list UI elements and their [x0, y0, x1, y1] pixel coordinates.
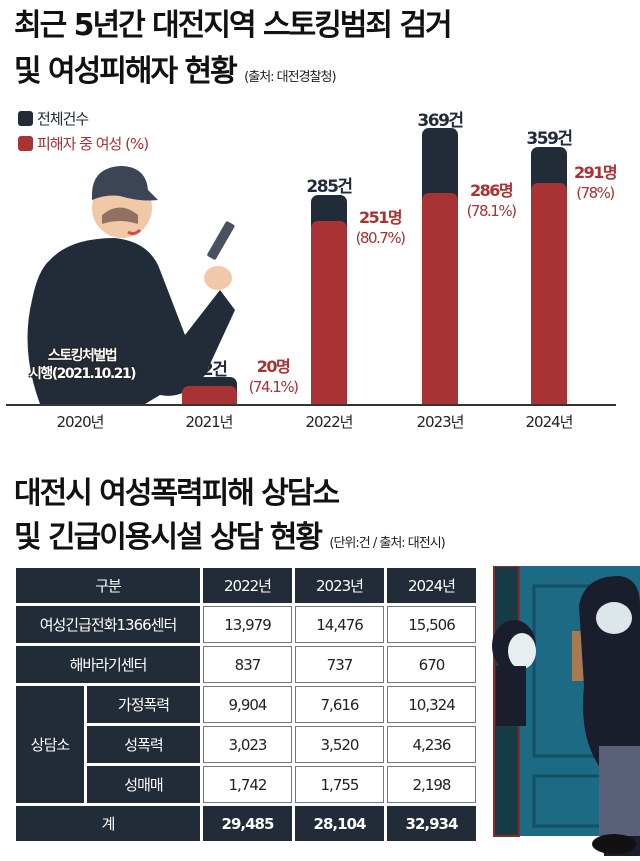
bar-2021	[182, 377, 237, 404]
chart1-legend: 전체건수 피해자 중 여성 (%)	[18, 108, 149, 154]
table-row: 해바라기센터 837 737 670	[16, 646, 476, 683]
bar-2024-women	[531, 183, 567, 404]
annotation-line1: 스토킹처벌법	[47, 348, 118, 364]
bar-2023-total-label: 369건	[417, 111, 464, 131]
bar-2023-women-pct: (78.1%)	[466, 202, 517, 220]
stalker-illustration-icon	[27, 166, 235, 404]
table-cell: 2,198	[387, 766, 476, 803]
row-label-1366: 여성긴급전화1366센터	[16, 606, 200, 643]
row-label-prostitution: 성매매	[87, 766, 200, 803]
bar-2023	[422, 128, 458, 404]
bar-2024-women-label: 291명 (78%)	[565, 163, 625, 203]
x-label-2024: 2024년	[525, 413, 574, 431]
legend-label-total: 전체건수	[37, 110, 89, 128]
law-annotation: 스토킹처벌법 시행(2021.10.21)	[12, 347, 152, 383]
legend-item-women: 피해자 중 여성 (%)	[18, 133, 149, 154]
chart1-source: (출처: 대전경찰청)	[244, 70, 336, 85]
table-row: 성매매 1,742 1,755 2,198	[16, 766, 476, 803]
legend-item-total: 전체건수	[18, 108, 148, 129]
chart2-title-text: 및 긴급이용시설 상담 현황	[14, 520, 323, 555]
annotation-line2: 시행(2021.10.21)	[28, 366, 137, 382]
table-cell: 737	[295, 646, 384, 683]
table-row: 여성긴급전화1366센터 13,979 14,476 15,506	[16, 606, 476, 643]
chart1-title-line1: 최근 5년간 대전지역 스토킹범죄 검거	[14, 8, 453, 43]
bar-2023-women	[422, 193, 458, 404]
bar-2024-women-pct: (78%)	[576, 184, 615, 202]
group-label-counseling: 상담소	[16, 686, 84, 803]
header-category: 구분	[16, 568, 200, 603]
chart2-title-line1: 대전시 여성폭력피해 상담소	[14, 476, 340, 511]
bar-2024	[531, 147, 567, 404]
total-cell: 29,485	[203, 806, 292, 841]
bar-2022	[311, 195, 347, 404]
legend-label-women: 피해자 중 여성 (%)	[37, 135, 149, 153]
bar-2021-women	[182, 386, 237, 404]
table-cell: 1,742	[203, 766, 292, 803]
row-label-total: 계	[16, 806, 200, 841]
counseling-table: 구분 2022년 2023년 2024년 여성긴급전화1366센터 13,979…	[13, 565, 479, 844]
total-cell: 28,104	[295, 806, 384, 841]
bar-2021-women-label: 20명 (74.1%)	[238, 357, 308, 397]
table-cell: 670	[387, 646, 476, 683]
chart1-title-line2: 및 여성피해자 현황 (출처: 대전경찰청)	[14, 52, 337, 98]
table-cell: 10,324	[387, 686, 476, 723]
bar-2022-women-count: 251명	[358, 208, 403, 227]
total-cell: 32,934	[387, 806, 476, 841]
x-label-2023: 2023년	[416, 413, 465, 431]
bar-2021-total-label: 22건	[191, 360, 228, 380]
bar-2024-total-label: 359건	[526, 129, 573, 149]
x-label-2022: 2022년	[305, 413, 354, 431]
table-row: 상담소 가정폭력 9,904 7,616 10,324	[16, 686, 476, 803]
bar-2022-women-label: 251명 (80.7%)	[345, 208, 415, 248]
table-cell: 15,506	[387, 606, 476, 643]
table-cell: 14,476	[295, 606, 384, 643]
table-row: 성폭력 3,023 3,520 4,236	[16, 726, 476, 763]
chart2-title-line2: 및 긴급이용시설 상담 현황 (단위:건 / 출처: 대전시)	[14, 518, 446, 564]
bar-2022-women	[311, 221, 347, 404]
table-cell: 4,236	[387, 726, 476, 763]
table-cell: 1,755	[295, 766, 384, 803]
table-header-row: 구분 2022년 2023년 2024년	[16, 568, 476, 603]
legend-swatch-red-icon	[18, 136, 33, 151]
table-total-row: 계 29,485 28,104 32,934	[16, 806, 476, 841]
row-label-sexual: 성폭력	[87, 726, 200, 763]
header-2022: 2022년	[203, 568, 292, 603]
header-2024: 2024년	[387, 568, 476, 603]
chart2-source: (단위:건 / 출처: 대전시)	[329, 536, 445, 551]
chart1-title-text: 및 여성피해자 현황	[14, 54, 238, 89]
bar-2023-women-label: 286명 (78.1%)	[456, 181, 526, 221]
table-cell: 13,979	[203, 606, 292, 643]
bar-2022-total-label: 285건	[306, 177, 353, 197]
bar-2022-women-pct: (80.7%)	[355, 229, 406, 247]
table-cell: 9,904	[203, 686, 292, 723]
bar-2021-women-count: 20명	[256, 357, 291, 376]
table-cell: 3,023	[203, 726, 292, 763]
x-axis-line	[6, 404, 616, 406]
header-2023: 2023년	[295, 568, 384, 603]
row-label-domestic: 가정폭력	[87, 686, 200, 723]
table-cell: 837	[203, 646, 292, 683]
legend-swatch-dark-icon	[18, 111, 33, 126]
x-label-2020: 2020년	[56, 413, 105, 431]
x-label-2021: 2021년	[185, 413, 234, 431]
door-illustration-icon	[492, 566, 640, 856]
bar-2024-women-count: 291명	[573, 163, 618, 182]
row-label-sunflower: 해바라기센터	[16, 646, 200, 683]
bar-2021-women-pct: (74.1%)	[248, 378, 299, 396]
table-cell: 3,520	[295, 726, 384, 763]
bar-2023-women-count: 286명	[469, 181, 514, 200]
table-cell: 7,616	[295, 686, 384, 723]
